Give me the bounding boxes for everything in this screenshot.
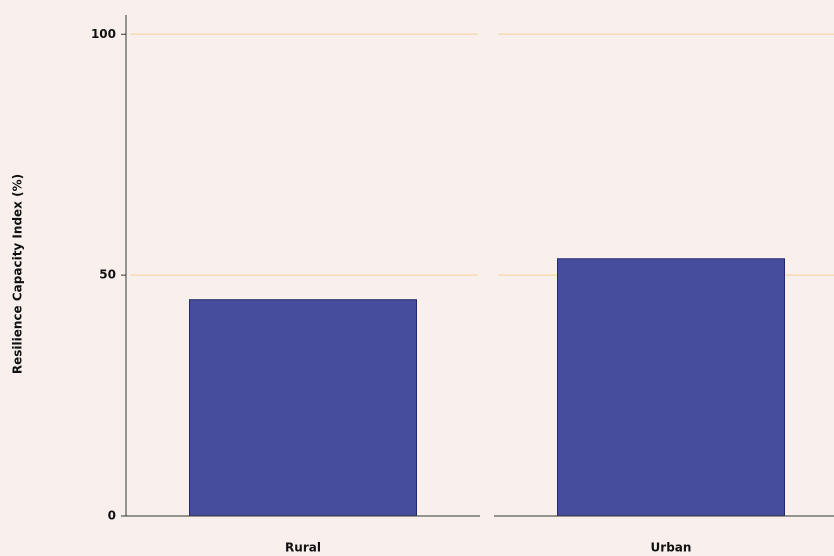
- y-axis-label: Resilience Capacity Index (%): [11, 174, 25, 374]
- bar: [557, 258, 785, 517]
- y-tick-label: 50: [99, 268, 116, 282]
- x-tick-label: Urban: [651, 541, 692, 555]
- y-tick-label: 0: [108, 509, 116, 523]
- y-tick-label: 100: [91, 27, 116, 41]
- bar: [189, 299, 417, 517]
- x-tick-label: Rural: [285, 541, 321, 555]
